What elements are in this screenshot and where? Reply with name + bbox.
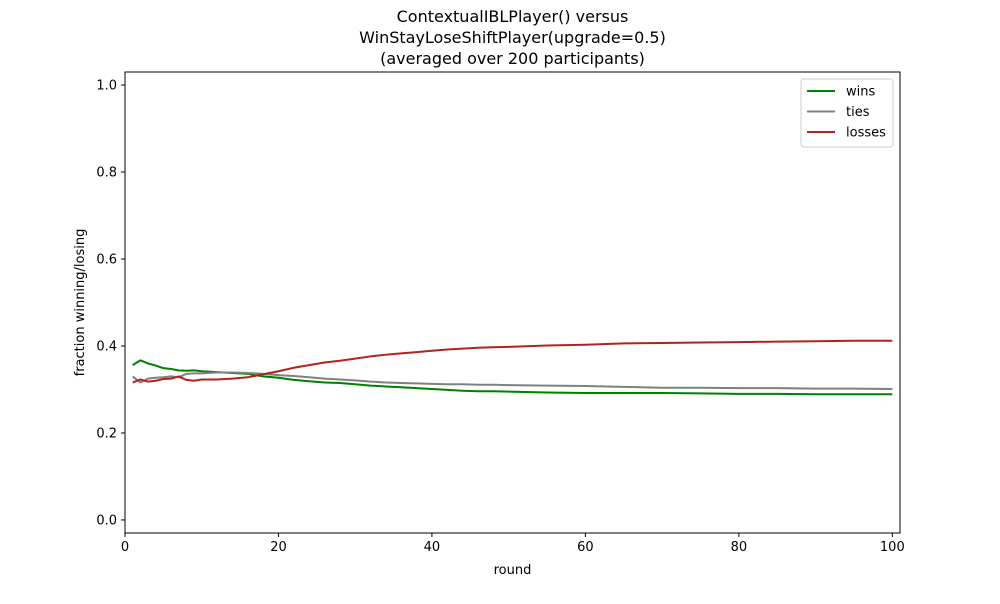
y-tick-label: 0.6	[96, 253, 117, 268]
legend-label-losses: losses	[846, 126, 886, 141]
legend-label-wins: wins	[846, 85, 875, 100]
y-axis: 0.0 0.2 0.4 0.6 0.8 1.0	[96, 79, 125, 528]
x-tick-label: 100	[880, 540, 905, 555]
x-axis: 0 20 40 60 80 100	[121, 533, 905, 555]
x-tick-label: 20	[270, 540, 287, 555]
legend-box	[800, 78, 894, 148]
legend-label-ties: ties	[846, 105, 870, 120]
y-tick-label: 0.0	[96, 513, 117, 528]
legend: wins ties losses	[800, 78, 894, 148]
y-tick-label: 0.4	[96, 339, 117, 354]
x-axis-label: round	[494, 563, 532, 578]
y-tick-label: 0.2	[96, 426, 117, 441]
x-tick-label: 80	[731, 540, 748, 555]
chart-title-line: (averaged over 200 participants)	[380, 49, 645, 68]
series-lines	[132, 339, 893, 396]
series-line-losses	[132, 339, 893, 384]
chart-title: ContextualIBLPlayer() versus WinStayLoseS…	[359, 7, 666, 68]
x-tick-label: 60	[577, 540, 594, 555]
y-tick-label: 0.8	[96, 166, 117, 181]
y-axis-label: fraction winning/losing	[73, 229, 88, 377]
series-line-ties	[132, 371, 893, 391]
x-tick-label: 40	[424, 540, 441, 555]
series-line-wins	[132, 359, 893, 396]
x-tick-label: 0	[121, 540, 129, 555]
plot-area-frame	[124, 71, 901, 534]
chart-title-line: ContextualIBLPlayer() versus	[397, 7, 629, 26]
y-tick-label: 1.0	[96, 79, 117, 94]
chart-title-line: WinStayLoseShiftPlayer(upgrade=0.5)	[359, 28, 666, 47]
